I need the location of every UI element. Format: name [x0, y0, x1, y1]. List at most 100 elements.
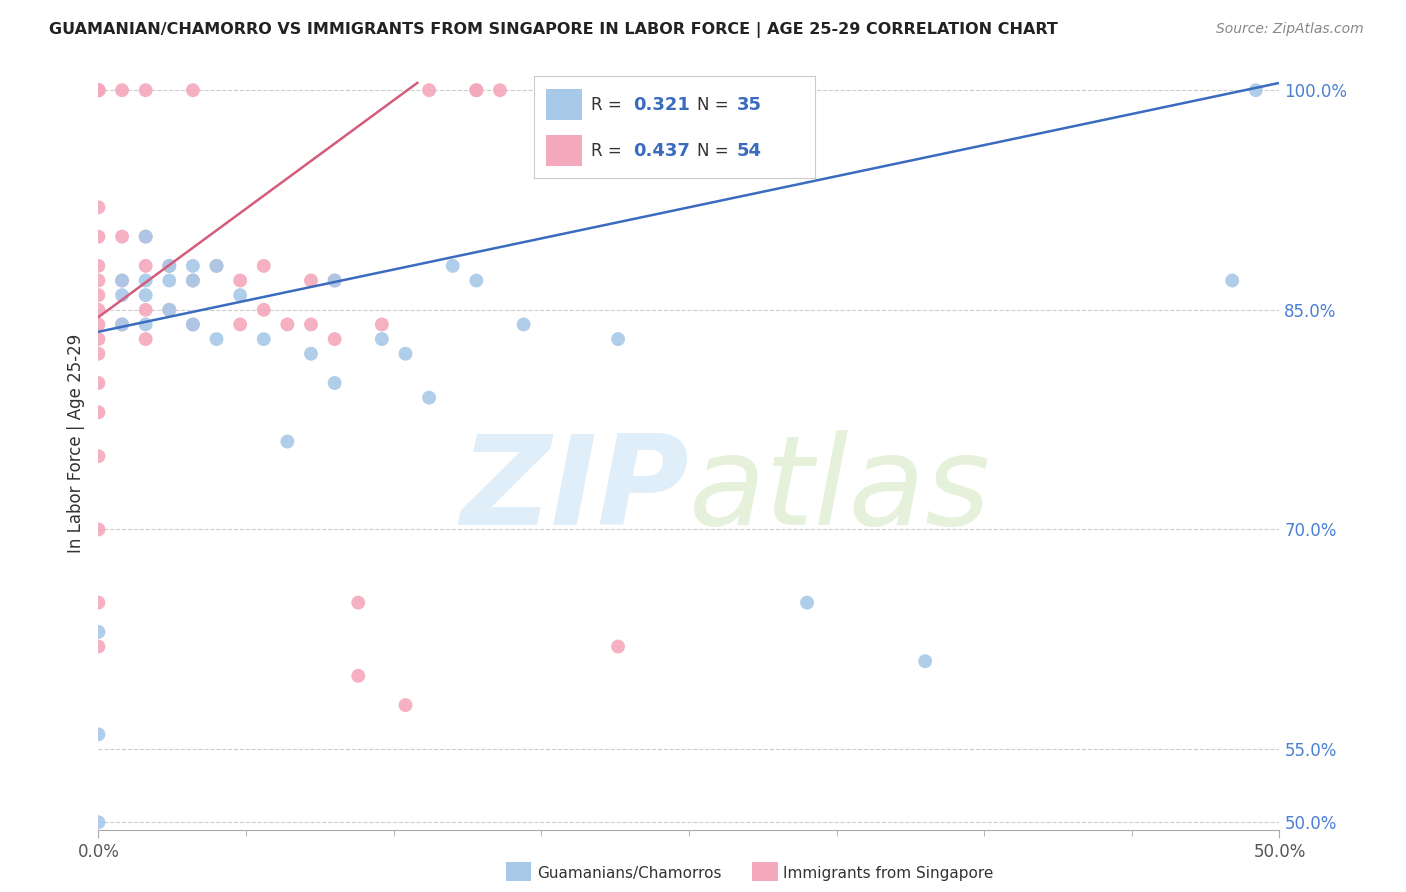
Point — [87, 200, 110, 214]
Point — [299, 318, 322, 332]
Text: 0.437: 0.437 — [633, 142, 689, 160]
Text: N =: N = — [697, 142, 734, 160]
Text: ZIP: ZIP — [460, 430, 689, 550]
Point — [371, 332, 394, 346]
Point — [87, 83, 110, 97]
Text: Immigrants from Singapore: Immigrants from Singapore — [783, 866, 994, 880]
Point — [87, 229, 110, 244]
Point — [87, 640, 110, 654]
Point — [607, 640, 630, 654]
Point — [111, 273, 134, 287]
Point — [560, 83, 582, 97]
Point — [157, 259, 180, 273]
Point — [87, 815, 110, 830]
Point — [441, 259, 464, 273]
Point — [323, 376, 346, 390]
Point — [157, 259, 180, 273]
Point — [418, 83, 440, 97]
Point — [1244, 83, 1267, 97]
Point — [181, 273, 204, 287]
Point — [418, 391, 440, 405]
Point — [87, 83, 110, 97]
Point — [796, 596, 818, 610]
Point — [135, 259, 157, 273]
Text: R =: R = — [591, 142, 627, 160]
Point — [323, 273, 346, 287]
Point — [276, 318, 298, 332]
Point — [229, 318, 252, 332]
Point — [465, 273, 488, 287]
Text: Source: ZipAtlas.com: Source: ZipAtlas.com — [1216, 22, 1364, 37]
Text: N =: N = — [697, 95, 734, 113]
Point — [87, 523, 110, 537]
Point — [87, 259, 110, 273]
Point — [157, 302, 180, 317]
Point — [276, 434, 298, 449]
Point — [157, 302, 180, 317]
Point — [1220, 273, 1243, 287]
Point — [87, 332, 110, 346]
Point — [135, 229, 157, 244]
Point — [181, 318, 204, 332]
Point — [299, 273, 322, 287]
Point — [229, 288, 252, 302]
Point — [87, 302, 110, 317]
Point — [181, 83, 204, 97]
Point — [347, 669, 370, 683]
Point — [489, 83, 512, 97]
Point — [135, 332, 157, 346]
Point — [181, 259, 204, 273]
FancyBboxPatch shape — [546, 89, 582, 120]
Text: 54: 54 — [737, 142, 762, 160]
Point — [87, 405, 110, 419]
Point — [157, 273, 180, 287]
Point — [87, 83, 110, 97]
Point — [111, 318, 134, 332]
Point — [465, 83, 488, 97]
Point — [111, 229, 134, 244]
Point — [111, 318, 134, 332]
Point — [87, 376, 110, 390]
Point — [87, 318, 110, 332]
Point — [465, 83, 488, 97]
Point — [607, 332, 630, 346]
Point — [111, 288, 134, 302]
Point — [87, 624, 110, 639]
Point — [394, 698, 416, 712]
Text: Guamanians/Chamorros: Guamanians/Chamorros — [537, 866, 721, 880]
Point — [253, 259, 276, 273]
Text: R =: R = — [591, 95, 627, 113]
Point — [135, 83, 157, 97]
Point — [181, 318, 204, 332]
Point — [394, 347, 416, 361]
Text: 0.321: 0.321 — [633, 95, 689, 113]
Point — [135, 229, 157, 244]
Point — [87, 83, 110, 97]
Point — [299, 347, 322, 361]
FancyBboxPatch shape — [546, 136, 582, 166]
Point — [135, 318, 157, 332]
Point — [253, 332, 276, 346]
Point — [111, 273, 134, 287]
Point — [135, 288, 157, 302]
Point — [512, 318, 534, 332]
Point — [87, 347, 110, 361]
Point — [253, 302, 276, 317]
Text: GUAMANIAN/CHAMORRO VS IMMIGRANTS FROM SINGAPORE IN LABOR FORCE | AGE 25-29 CORRE: GUAMANIAN/CHAMORRO VS IMMIGRANTS FROM SI… — [49, 22, 1059, 38]
Point — [347, 596, 370, 610]
Point — [371, 318, 394, 332]
Point — [135, 273, 157, 287]
Point — [323, 273, 346, 287]
Y-axis label: In Labor Force | Age 25-29: In Labor Force | Age 25-29 — [66, 334, 84, 553]
Point — [87, 83, 110, 97]
Point — [229, 273, 252, 287]
Text: atlas: atlas — [689, 430, 991, 550]
Point — [205, 259, 228, 273]
Point — [87, 727, 110, 741]
Point — [205, 259, 228, 273]
Point — [87, 596, 110, 610]
Point — [87, 288, 110, 302]
Point — [135, 302, 157, 317]
Point — [914, 654, 936, 668]
Point — [111, 83, 134, 97]
